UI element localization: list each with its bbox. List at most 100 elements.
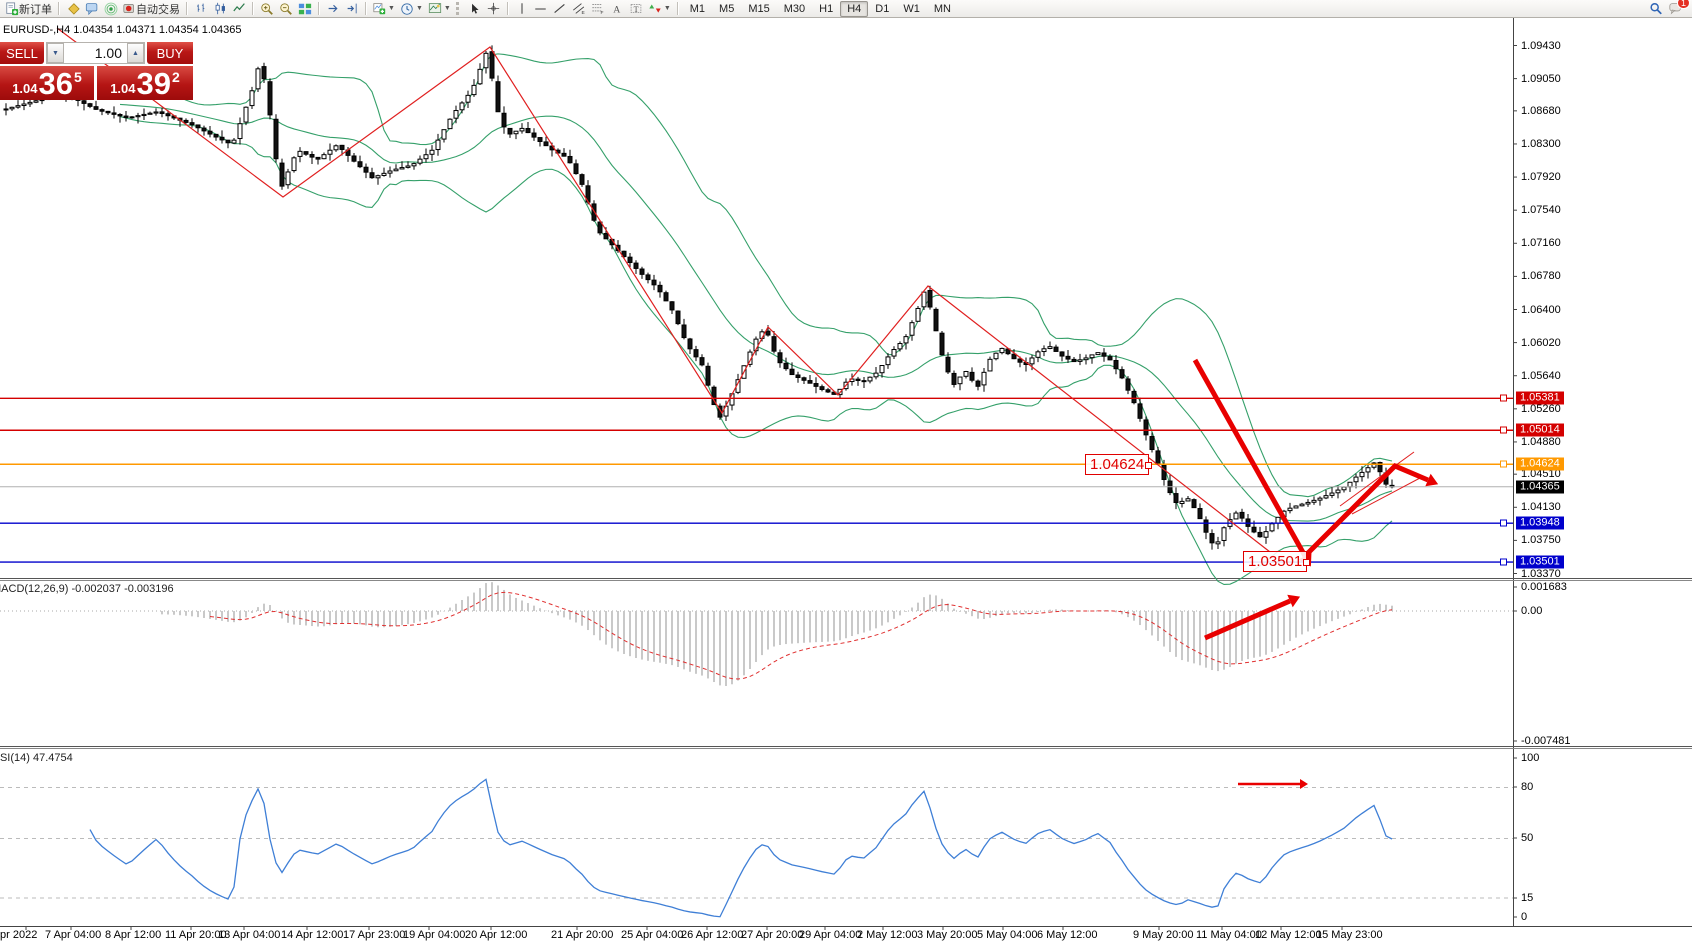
zoom-out-icon: [280, 2, 292, 15]
sell-price-button[interactable]: 1.04 36 5: [0, 66, 94, 100]
timeframe-button-m15[interactable]: M15: [748, 2, 770, 15]
periods-button[interactable]: ▼: [398, 1, 425, 17]
buy-button[interactable]: BUY: [147, 42, 193, 64]
volume-decrease-button[interactable]: ▼: [47, 43, 64, 63]
rsi-axis-tick: 50: [1521, 832, 1534, 844]
price-axis-tick: 1.07920: [1521, 171, 1561, 184]
analysis-annotations[interactable]: [56, 27, 1439, 789]
sell-button[interactable]: SELL: [0, 42, 44, 64]
macd-axis-tick: 0.001683: [1521, 581, 1567, 593]
line-endpoint-handle[interactable]: [1500, 558, 1507, 566]
price-callout-103501[interactable]: 1.03501: [1243, 551, 1311, 572]
zoom-out-button[interactable]: [277, 1, 295, 17]
rsi-indicator: [0, 778, 1513, 918]
dropdown-caret: ▼: [663, 5, 671, 12]
level-price-label-1.03501: 1.03501: [1516, 555, 1564, 569]
timeframe-button-m1[interactable]: M1: [689, 2, 706, 15]
buy-price-button[interactable]: 1.04 39 2: [97, 66, 193, 100]
line-endpoint-handle[interactable]: [1500, 394, 1507, 402]
line-endpoint-handle[interactable]: [1500, 460, 1507, 468]
price-axis-tick: 1.07540: [1521, 204, 1561, 217]
horizontal-line-button[interactable]: [532, 1, 550, 17]
timeframe-button-d1[interactable]: D1: [875, 2, 890, 15]
time-axis-label: 2 May 12:00: [857, 929, 918, 941]
candlestick-chart-button[interactable]: [211, 1, 229, 17]
callout-handle[interactable]: [1303, 558, 1311, 566]
community-button[interactable]: [83, 1, 101, 17]
arrows-button[interactable]: ▼: [646, 1, 673, 17]
timeframe-toolbar: M1 M5 M15 M30 H1 H4 D1 W1 MN: [683, 0, 958, 17]
arrow-objects-icon: [649, 4, 661, 13]
auto-scroll-button[interactable]: [324, 1, 342, 17]
time-axis-label: 29 Apr 04:00: [799, 929, 862, 941]
svg-text:E: E: [581, 10, 585, 15]
price-axis-tick: 1.05640: [1521, 369, 1561, 382]
vertical-line-icon: [521, 3, 523, 14]
line-endpoint-handle[interactable]: [1500, 426, 1507, 434]
callout-text: 1.03501: [1248, 553, 1303, 570]
rsi-axis-tick: 100: [1521, 752, 1540, 764]
cursor-button[interactable]: [466, 1, 484, 17]
channel-button[interactable]: E: [570, 1, 588, 17]
time-axis-label: 5 May 04:00: [977, 929, 1038, 941]
tile-windows-button[interactable]: [296, 1, 314, 17]
indicators-button[interactable]: ▼: [371, 1, 397, 17]
notifications-button[interactable]: 1: [1666, 0, 1690, 17]
zoom-in-button[interactable]: [258, 1, 276, 17]
bar-chart-button[interactable]: [192, 1, 210, 17]
dropdown-caret: ▼: [388, 5, 395, 12]
text-label-button[interactable]: T: [627, 1, 645, 17]
search-button[interactable]: [1647, 1, 1665, 17]
svg-text:A: A: [613, 4, 620, 15]
crosshair-icon: [488, 2, 500, 15]
autotrading-status-icon: [123, 4, 134, 13]
volume-increase-button[interactable]: ▲: [127, 43, 144, 63]
new-order-button[interactable]: 新订单: [3, 1, 54, 17]
volume-control: ▼ 1.00 ▲: [46, 42, 145, 64]
level-price-label-1.03948: 1.03948: [1516, 516, 1564, 530]
macd-axis-tick: -0.007481: [1521, 735, 1571, 747]
new-order-icon: [6, 1, 19, 15]
market-button[interactable]: [64, 1, 82, 17]
timeframe-button-m30[interactable]: M30: [783, 2, 806, 15]
signals-button[interactable]: [102, 1, 120, 17]
line-endpoint-handle[interactable]: [1500, 519, 1507, 527]
toolbar-separator: [252, 2, 254, 15]
trendline-button[interactable]: [551, 1, 569, 17]
price-axis-tick: 1.08300: [1521, 137, 1561, 150]
chart-shift-button[interactable]: [343, 1, 361, 17]
price-callout-104624[interactable]: 1.04624: [1085, 454, 1153, 475]
macd-indicator-label: MACD(12,26,9) -0.002037 -0.003196: [0, 583, 174, 595]
vertical-line-button[interactable]: [513, 1, 531, 17]
timeframe-button-h4[interactable]: H4: [840, 0, 869, 17]
crosshair-button[interactable]: [485, 1, 503, 17]
toolbar-separator: [365, 2, 367, 15]
rsi-axis-tick: 15: [1521, 892, 1534, 904]
time-axis-label: 17 Apr 23:00: [343, 929, 406, 941]
toolbar-separator: [58, 2, 60, 15]
text-button[interactable]: A: [608, 1, 626, 17]
toolbar-grip: [455, 2, 463, 15]
fibonacci-button[interactable]: F: [589, 1, 607, 17]
timeframe-button-mn[interactable]: MN: [933, 2, 951, 15]
macd-indicator: [0, 582, 1513, 686]
callout-handle[interactable]: [1145, 461, 1153, 469]
level-price-label-1.05014: 1.05014: [1516, 423, 1564, 437]
autotrading-button[interactable]: 自动交易: [121, 1, 182, 17]
timeframe-button-m5[interactable]: M5: [719, 2, 735, 15]
timeframe-button-w1[interactable]: W1: [903, 2, 920, 15]
volume-input[interactable]: 1.00: [64, 43, 127, 63]
svg-text:T: T: [633, 5, 638, 14]
line-chart-button[interactable]: [230, 1, 248, 17]
horizontal-level-lines[interactable]: [0, 397, 1513, 563]
timeframe-button-h1[interactable]: H1: [819, 2, 834, 15]
templates-button[interactable]: ▼: [426, 1, 453, 17]
text-label-icon: T: [630, 4, 642, 14]
template-icon: [428, 3, 441, 13]
macd-axis-tick: 0.00: [1521, 605, 1543, 617]
time-axis-label: 7 Apr 04:00: [45, 929, 102, 941]
add-indicator-icon: [373, 3, 386, 15]
toolbar-separator: [506, 2, 509, 15]
price-axis-tick: 1.06780: [1521, 270, 1561, 283]
